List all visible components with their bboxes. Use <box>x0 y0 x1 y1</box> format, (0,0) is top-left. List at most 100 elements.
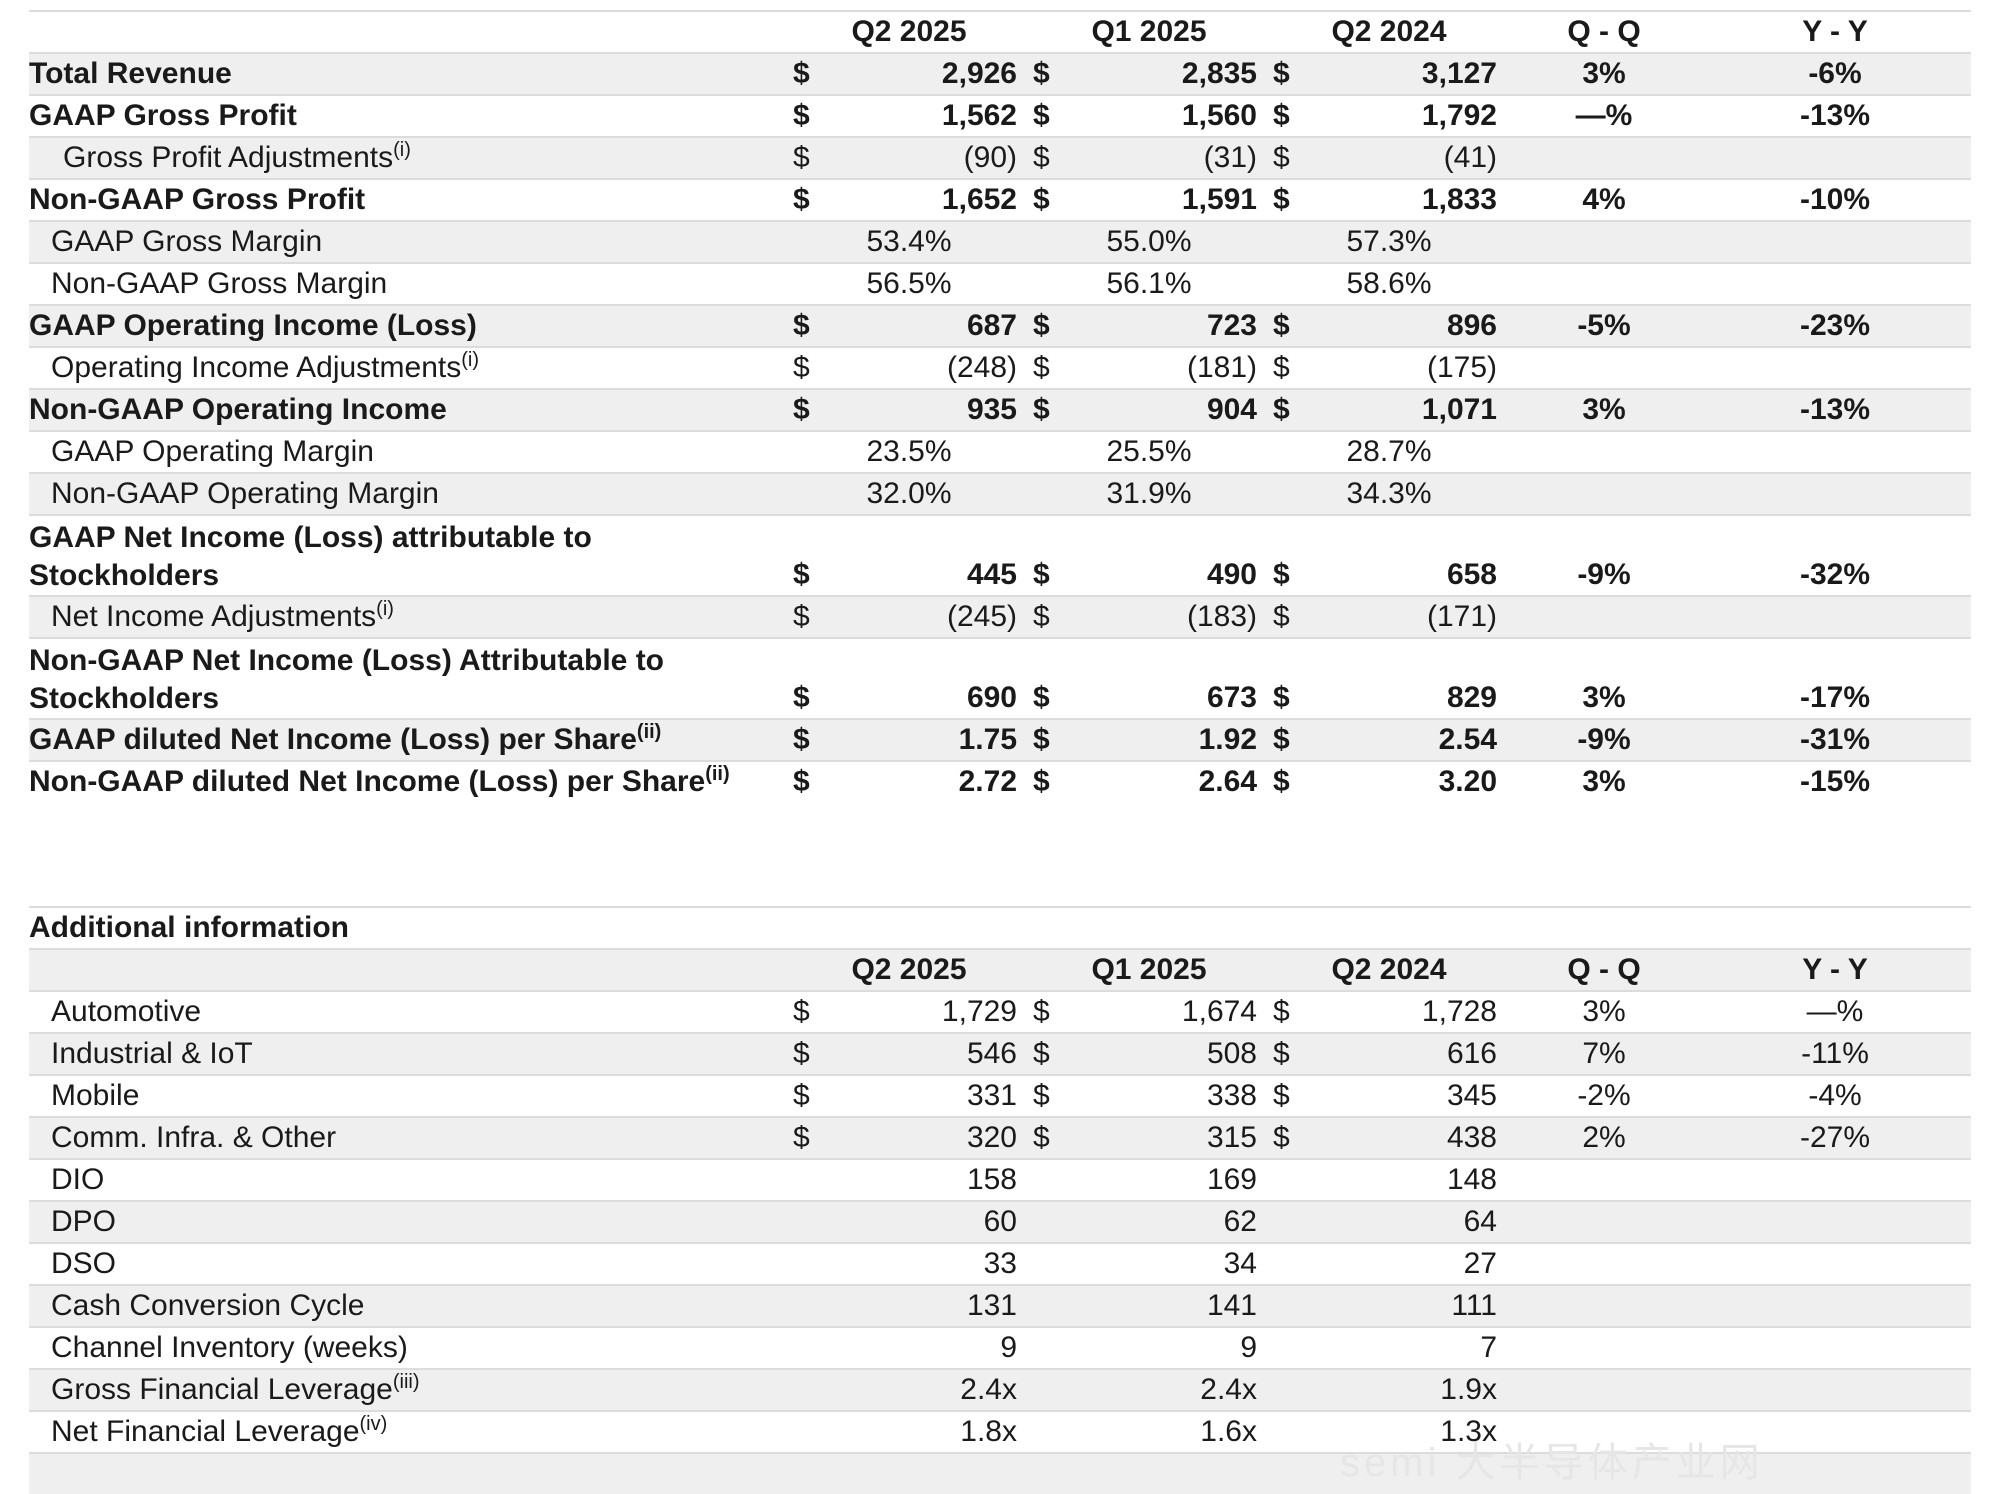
table-row: DPO 60 62 64 <box>29 1201 1972 1244</box>
value-cell: 829 <box>1309 638 1509 720</box>
currency-symbol: $ <box>789 179 829 222</box>
table-row: Gross Profit Adjustments(i) $ (90) $ (31… <box>29 137 1971 180</box>
value-cell: 1.8x <box>829 1411 1029 1454</box>
value-cell: 1,652 <box>829 179 1029 222</box>
row-label-text: Operating Income Adjustments <box>51 351 462 384</box>
currency-symbol: $ <box>789 638 829 720</box>
value-cell: 60 <box>829 1201 1029 1244</box>
table-row: Cash Conversion Cycle 131 141 111 <box>29 1285 1972 1328</box>
value-cell: 2,835 <box>1069 53 1269 96</box>
value-cell: 723 <box>1069 305 1269 348</box>
value-cell: (41) <box>1309 137 1509 180</box>
value-cell: 338 <box>1069 1075 1269 1118</box>
currency-symbol: $ <box>1029 53 1069 96</box>
value-cell: 27 <box>1309 1243 1509 1286</box>
value-cell: 1,833 <box>1309 179 1509 222</box>
value-cell: (171) <box>1309 596 1509 639</box>
value-cell: 148 <box>1309 1159 1509 1202</box>
currency-symbol: $ <box>1029 991 1069 1034</box>
col-header-q-q: Q - Q <box>1509 949 1699 992</box>
yy-change: -23% <box>1699 305 1971 348</box>
value-cell: (183) <box>1069 596 1269 639</box>
value-cell: 2.4x <box>1069 1369 1269 1412</box>
currency-symbol: $ <box>1029 347 1069 390</box>
currency-symbol: $ <box>789 719 829 762</box>
value-cell: 490 <box>1069 515 1269 597</box>
value-cell: 1,728 <box>1309 991 1509 1034</box>
value-cell: 445 <box>829 515 1029 597</box>
currency-symbol: $ <box>1269 991 1309 1034</box>
row-label: Cash Conversion Cycle <box>29 1285 789 1328</box>
currency-symbol: $ <box>1269 389 1309 432</box>
currency-symbol: $ <box>1269 179 1309 222</box>
currency-symbol: $ <box>1029 638 1069 720</box>
value-cell: 57.3% <box>1269 221 1509 264</box>
value-cell: 32.0% <box>789 473 1029 516</box>
row-label: Net Income Adjustments(i) <box>29 596 789 639</box>
additional-information-table: Additional information Q2 2025 Q1 2025 Q… <box>29 906 1972 1494</box>
value-cell: 58.6% <box>1269 263 1509 306</box>
qq-change: 3% <box>1582 765 1626 798</box>
currency-symbol: $ <box>789 347 829 390</box>
currency-symbol: $ <box>1029 1117 1069 1160</box>
qq-change: 2% <box>1509 1117 1699 1160</box>
row-label: GAAP Operating Income (Loss) <box>29 305 789 348</box>
value-cell: 25.5% <box>1029 431 1269 474</box>
value-cell: 896 <box>1309 305 1509 348</box>
value-cell: 2.4x <box>829 1369 1029 1412</box>
row-label-text: GAAP diluted Net Income (Loss) per Share <box>29 723 637 756</box>
value-cell: 331 <box>829 1075 1029 1118</box>
currency-symbol: $ <box>1029 719 1069 762</box>
value-cell: 34 <box>1069 1243 1269 1286</box>
col-header-q1-2025: Q1 2025 <box>1029 949 1269 992</box>
row-label: GAAP diluted Net Income (Loss) per Share… <box>29 719 789 762</box>
value-cell: (248) <box>829 347 1029 390</box>
table-row: DIO 158 169 148 <box>29 1159 1972 1202</box>
value-cell: 320 <box>829 1117 1029 1160</box>
value-cell: 1,071 <box>1309 389 1509 432</box>
row-label: DPO <box>29 1201 789 1244</box>
table-row: Operating Income Adjustments(i) $ (248) … <box>29 347 1971 390</box>
row-label: Channel Inventory (weeks) <box>29 1327 789 1370</box>
value-cell: 158 <box>829 1159 1029 1202</box>
row-label: DIO <box>29 1159 789 1202</box>
qq-change: -9% <box>1509 515 1699 597</box>
value-cell: (181) <box>1069 347 1269 390</box>
currency-symbol: $ <box>789 95 829 138</box>
col-header-y-y: Y - Y <box>1699 11 1971 54</box>
row-label: Comm. Infra. & Other <box>29 1117 789 1160</box>
row-label: Automotive <box>29 991 789 1034</box>
row-label-text: Gross Profit Adjustments <box>63 141 394 174</box>
row-label: Non-GAAP diluted Net Income (Loss) per S… <box>29 761 789 802</box>
table-row: GAAP Net Income (Loss) attributable to S… <box>29 515 1971 597</box>
table-row: GAAP Gross Margin 53.4% 55.0% 57.3% <box>29 221 1971 264</box>
row-label-text: Net Financial Leverage <box>51 1415 360 1448</box>
currency-symbol: $ <box>1029 305 1069 348</box>
currency-symbol: $ <box>789 596 829 639</box>
value-cell: 546 <box>829 1033 1029 1076</box>
currency-symbol: $ <box>1269 719 1309 762</box>
table-row: Gross Financial Leverage(iii) 2.4x 2.4x … <box>29 1369 1972 1412</box>
currency-symbol: $ <box>1269 596 1309 639</box>
footnote-marker: (i) <box>376 598 394 620</box>
yy-change: -15% <box>1799 765 1871 798</box>
footnote-marker: (ii) <box>705 763 730 785</box>
value-cell: 687 <box>829 305 1029 348</box>
row-label-text: Gross Financial Leverage <box>51 1373 393 1406</box>
value-cell: 904 <box>1069 389 1269 432</box>
financial-summary-table: Q2 2025 Q1 2025 Q2 2024 Q - Q Y - Y Tota… <box>29 10 1971 802</box>
value-cell: 1,729 <box>829 991 1029 1034</box>
row-label: GAAP Operating Margin <box>29 431 789 474</box>
value-cell: 62 <box>1069 1201 1269 1244</box>
col-header-q2-2024: Q2 2024 <box>1269 11 1509 54</box>
row-label: Non-GAAP Operating Income <box>29 389 789 432</box>
value-cell: 315 <box>1069 1117 1269 1160</box>
value-cell: 7 <box>1309 1327 1509 1370</box>
qq-change: -9% <box>1509 719 1699 762</box>
value-cell: 9 <box>1069 1327 1269 1370</box>
value-cell: 1,562 <box>829 95 1029 138</box>
yy-change <box>1699 137 1971 180</box>
value-cell: 3.20 <box>1438 765 1497 798</box>
table-row: GAAP Operating Margin 23.5% 25.5% 28.7% <box>29 431 1971 474</box>
value-cell: 345 <box>1309 1075 1509 1118</box>
